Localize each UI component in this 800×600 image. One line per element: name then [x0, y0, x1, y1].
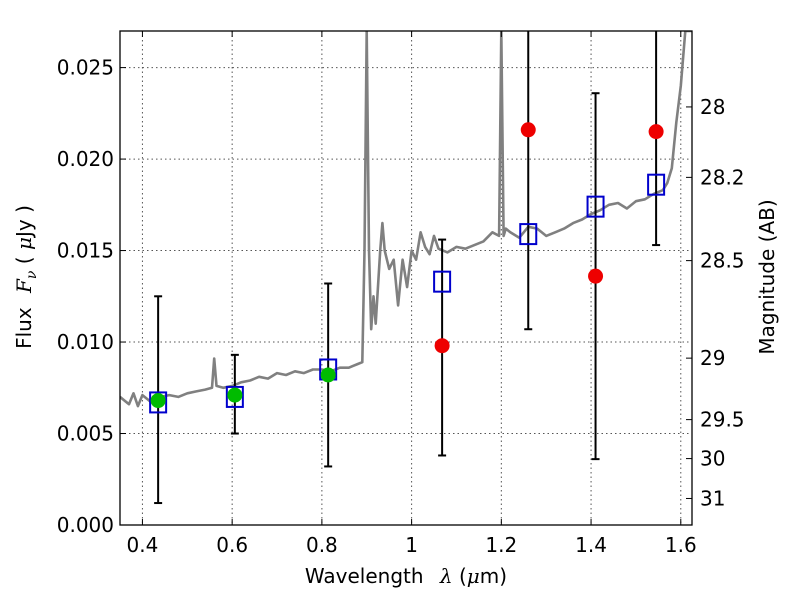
y-axis-label-sub: ν — [24, 270, 40, 279]
x-tick-label: 1.4 — [575, 533, 607, 557]
y-tick-label: 0.015 — [57, 239, 114, 263]
y-axis-label-symbol: F — [12, 278, 36, 294]
y2-tick-label: 29.5 — [700, 408, 745, 432]
nir-point — [588, 268, 604, 284]
model-photometry-square — [647, 173, 666, 196]
x-axis-label-text: Wavelength — [305, 564, 424, 588]
y-axis-label-unit-mu: μ — [12, 237, 36, 250]
model-photometry-square — [519, 223, 538, 246]
model-spectrum-line — [120, 31, 692, 408]
y2-tick-label: 29 — [700, 346, 725, 370]
axes-frame — [119, 30, 693, 526]
y2-tick-label: 28.2 — [700, 165, 745, 189]
y2-axis-label: Magnitude (AB) — [755, 199, 779, 354]
optical-point — [227, 387, 243, 403]
nir-point — [648, 124, 664, 140]
x-axis-label-unit-mu: μ — [467, 564, 480, 588]
x-axis-label-unit-open: ( — [459, 564, 467, 588]
x-axis-label: Wavelength λ (μm) — [305, 564, 507, 588]
y-axis-label-unit-open: ( — [12, 250, 36, 271]
model-photometry-square — [149, 391, 168, 414]
model-photometry-square — [433, 270, 452, 293]
x-tick-label: 1 — [405, 533, 418, 557]
y-tick-label: 0.025 — [57, 56, 114, 80]
model-photometry-square — [225, 385, 244, 408]
y-tick-label: 0.005 — [57, 422, 114, 446]
x-tick-label: 1.2 — [485, 533, 517, 557]
nir-point — [434, 338, 450, 354]
y-axis-label: Flux Fν ( μJy ) — [12, 205, 40, 349]
y2-tick-label: 31 — [700, 486, 725, 510]
y-axis-label-text: Flux — [12, 307, 36, 349]
y-axis-label-unit-rest: Jy ) — [12, 205, 36, 239]
x-tick-label: 0.6 — [216, 533, 248, 557]
plot-area — [120, 31, 692, 505]
optical-point — [150, 393, 166, 409]
y-tick-label: 0.010 — [57, 330, 114, 354]
y2-tick-label: 30 — [700, 447, 725, 471]
y2-tick-label: 28 — [700, 95, 725, 119]
optical-point — [320, 367, 336, 383]
x-tick-label: 1.6 — [665, 533, 697, 557]
x-tick-label: 0.8 — [306, 533, 338, 557]
x-tick-label: 0.4 — [127, 533, 159, 557]
nir-point — [520, 122, 536, 138]
model-photometry-square — [586, 195, 605, 218]
x-axis-label-symbol: λ — [439, 564, 453, 588]
y-tick-label: 0.000 — [57, 513, 114, 537]
ticks: 0.4 0.6 0.8 1 1.2 1.4 1.6 0.000 0.005 0.010 0.015 0… — [57, 31, 745, 557]
y2-tick-label: 28.5 — [700, 249, 745, 273]
x-axis-label-unit-rest: m) — [480, 564, 507, 588]
y-tick-label: 0.020 — [57, 147, 114, 171]
nir-error-bar — [524, 31, 533, 331]
